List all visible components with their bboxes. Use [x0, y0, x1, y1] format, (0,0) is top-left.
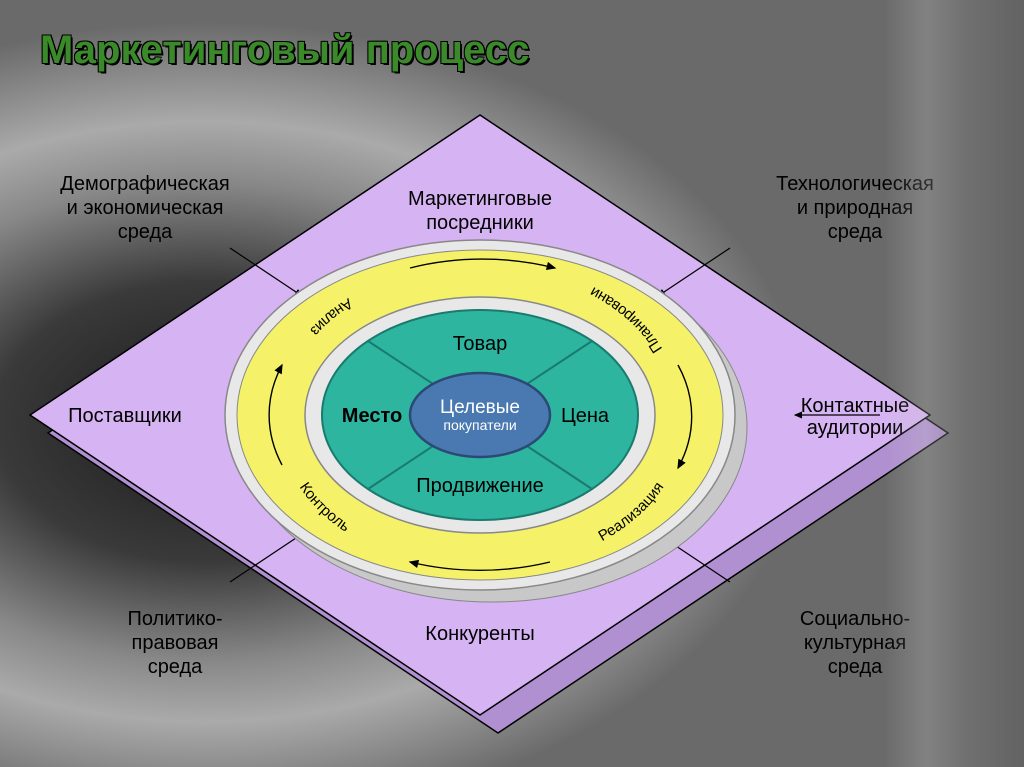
ps-left: Место: [342, 405, 402, 427]
svg-text:Политико-правоваясреда: Политико-правоваясреда: [128, 608, 223, 678]
env-bl-3: среда: [148, 656, 203, 678]
center-line1: Целевые: [440, 397, 520, 418]
env-br-1: Социально-: [800, 608, 910, 630]
mid-right-1: Контактные: [801, 395, 910, 417]
svg-text:Контактныеаудитории: Контактныеаудитории: [801, 395, 910, 439]
env-br-3: среда: [828, 656, 883, 678]
env-tl-1: Демографическая: [60, 173, 229, 195]
svg-text:Демографическаяи экономическая: Демографическаяи экономическаясреда: [60, 173, 229, 243]
ps-top: Товар: [453, 333, 507, 355]
ps-bottom: Продвижение: [416, 475, 544, 497]
ps-right: Цена: [561, 405, 610, 427]
center-line2: покупатели: [443, 417, 516, 433]
diagram: Демографическаяи экономическаясреда Техн…: [0, 0, 1024, 767]
mid-top-1: Маркетинговые: [408, 188, 552, 210]
mid-top-2: посредники: [426, 212, 534, 234]
mid-right-2: аудитории: [807, 417, 904, 439]
env-tl-3: среда: [118, 221, 173, 243]
env-br-2: культурная: [804, 632, 906, 654]
mid-left: Поставщики: [68, 405, 182, 427]
env-tl-2: и экономическая: [67, 197, 224, 219]
mid-bottom: Конкуренты: [425, 623, 534, 645]
env-tr-1: Технологическая: [776, 173, 934, 195]
center-labels: Целевые покупатели: [440, 397, 520, 433]
svg-text:Технологическаяи природнаясред: Технологическаяи природнаясреда: [776, 173, 934, 243]
env-bl-2: правовая: [132, 632, 219, 654]
env-tr-2: и природная: [797, 197, 913, 219]
env-tr-3: среда: [828, 221, 883, 243]
svg-text:Социально-культурнаясреда: Социально-культурнаясреда: [800, 608, 910, 678]
env-bl-1: Политико-: [128, 608, 223, 630]
